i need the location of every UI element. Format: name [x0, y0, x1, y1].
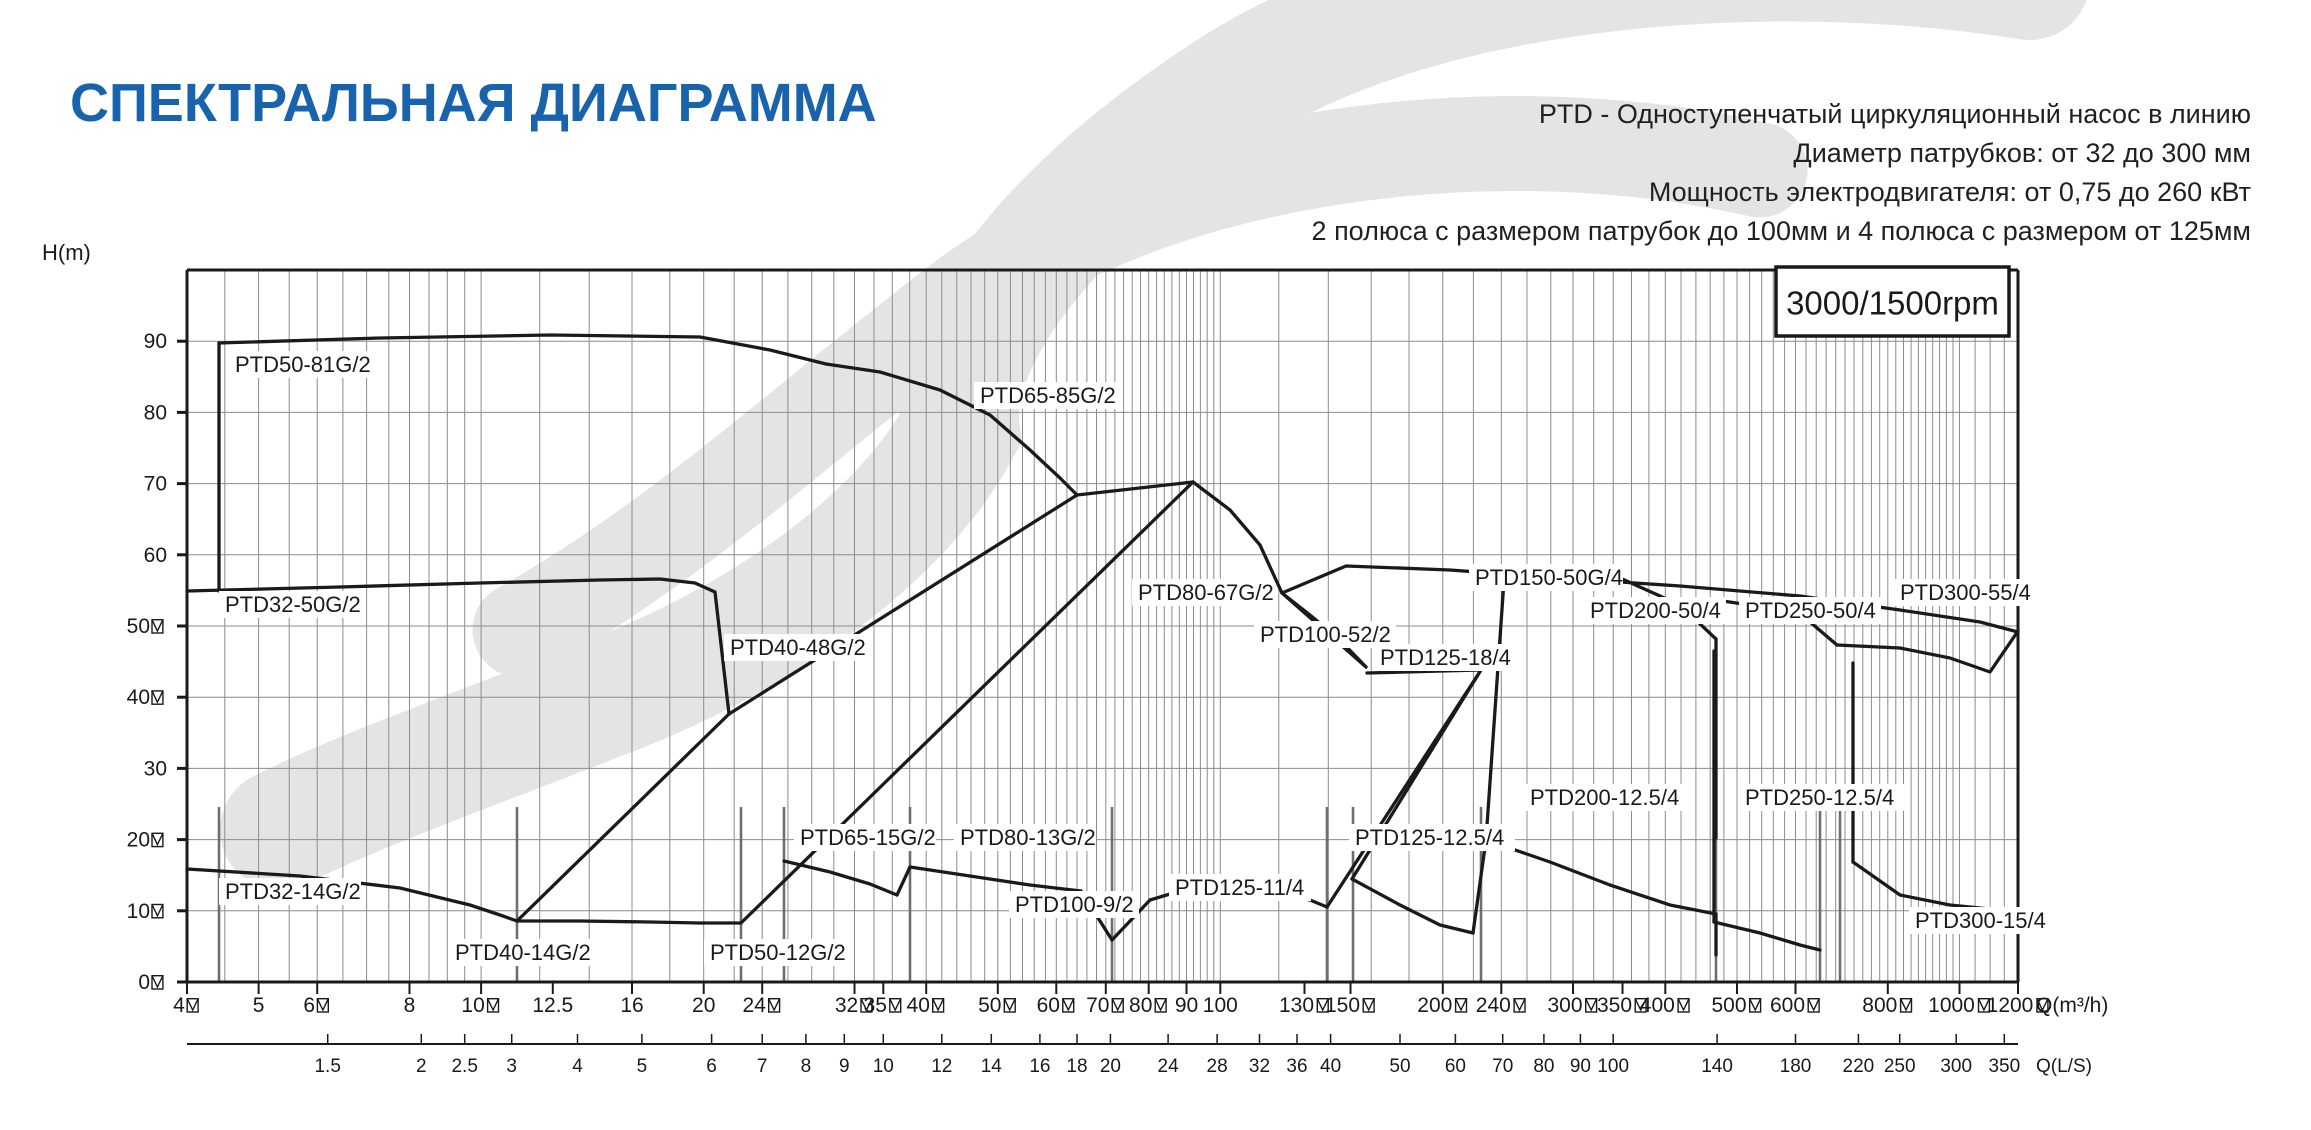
svg-text:30: 30: [144, 757, 167, 780]
svg-text:PTD125-12.5/4: PTD125-12.5/4: [1355, 825, 1504, 850]
svg-text:350: 350: [1988, 1056, 2020, 1077]
svg-text:H(m): H(m): [42, 240, 91, 265]
svg-text:240: 240: [1476, 994, 1511, 1017]
svg-text:4: 4: [173, 994, 185, 1017]
svg-text:20: 20: [1100, 1056, 1121, 1077]
svg-text:7: 7: [757, 1056, 768, 1077]
svg-text:PTD65-15G/2: PTD65-15G/2: [800, 825, 936, 850]
svg-text:10: 10: [461, 994, 484, 1017]
svg-text:40: 40: [127, 686, 150, 709]
svg-text:PTD80-67G/2: PTD80-67G/2: [1138, 580, 1274, 605]
svg-text:5: 5: [637, 1056, 648, 1077]
svg-text:80: 80: [1129, 994, 1152, 1017]
svg-text:10: 10: [127, 900, 150, 923]
svg-text:6: 6: [706, 1056, 717, 1077]
svg-text:70: 70: [1086, 994, 1109, 1017]
svg-text:600: 600: [1770, 994, 1805, 1017]
svg-text:40: 40: [1320, 1056, 1341, 1077]
svg-text:32: 32: [1249, 1056, 1270, 1077]
svg-text:PTD125-11/4: PTD125-11/4: [1175, 875, 1304, 900]
svg-text:60: 60: [144, 544, 167, 567]
svg-text:6: 6: [303, 994, 315, 1017]
svg-text:800: 800: [1862, 994, 1897, 1017]
svg-text:50: 50: [1389, 1056, 1410, 1077]
svg-text:2.5: 2.5: [451, 1056, 477, 1077]
svg-text:PTD300-15/4: PTD300-15/4: [1915, 908, 2046, 933]
svg-text:PTD50-81G/2: PTD50-81G/2: [235, 352, 371, 377]
svg-text:50: 50: [127, 615, 150, 638]
svg-text:PTD100-52/2: PTD100-52/2: [1260, 622, 1391, 647]
svg-text:35: 35: [864, 994, 887, 1017]
svg-text:10: 10: [873, 1056, 894, 1077]
svg-text:140: 140: [1701, 1056, 1733, 1077]
svg-text:300: 300: [1940, 1056, 1972, 1077]
svg-text:150: 150: [1325, 994, 1360, 1017]
svg-text:1000: 1000: [1928, 994, 1975, 1017]
svg-text:28: 28: [1207, 1056, 1228, 1077]
svg-text:PTD300-55/4: PTD300-55/4: [1900, 580, 2031, 605]
svg-text:8: 8: [801, 1056, 812, 1077]
svg-text:80: 80: [144, 401, 167, 424]
svg-text:70: 70: [1492, 1056, 1513, 1077]
svg-text:PTD65-85G/2: PTD65-85G/2: [980, 383, 1116, 408]
svg-text:20: 20: [127, 829, 150, 852]
svg-text:50: 50: [978, 994, 1001, 1017]
svg-text:220: 220: [1843, 1056, 1875, 1077]
svg-text:40: 40: [907, 994, 930, 1017]
svg-text:500: 500: [1711, 994, 1746, 1017]
svg-text:3000/1500rpm: 3000/1500rpm: [1786, 285, 1999, 322]
svg-text:90: 90: [1570, 1056, 1591, 1077]
svg-text:Q(L/S): Q(L/S): [2036, 1056, 2092, 1077]
svg-text:PTD200-12.5/4: PTD200-12.5/4: [1530, 785, 1679, 810]
svg-text:24: 24: [743, 994, 767, 1017]
svg-text:18: 18: [1066, 1056, 1087, 1077]
svg-text:5: 5: [253, 994, 265, 1017]
svg-text:2: 2: [416, 1056, 427, 1077]
svg-text:Q(m³/h): Q(m³/h): [2036, 994, 2108, 1017]
svg-text:4: 4: [572, 1056, 583, 1077]
svg-text:20: 20: [692, 994, 715, 1017]
svg-text:1200: 1200: [1987, 994, 2034, 1017]
svg-text:200: 200: [1417, 994, 1452, 1017]
svg-text:16: 16: [1029, 1056, 1050, 1077]
svg-text:24: 24: [1158, 1056, 1180, 1077]
svg-text:PTD32-50G/2: PTD32-50G/2: [225, 592, 361, 617]
svg-text:12: 12: [931, 1056, 952, 1077]
svg-text:80: 80: [1533, 1056, 1554, 1077]
svg-text:PTD200-50/4: PTD200-50/4: [1590, 598, 1721, 623]
svg-text:PTD150-50G/4: PTD150-50G/4: [1475, 565, 1623, 590]
svg-text:9: 9: [839, 1056, 850, 1077]
svg-text:180: 180: [1780, 1056, 1812, 1077]
svg-text:PTD40-14G/2: PTD40-14G/2: [455, 940, 591, 965]
svg-text:16: 16: [620, 994, 643, 1017]
svg-text:PTD250-50/4: PTD250-50/4: [1745, 598, 1876, 623]
svg-text:250: 250: [1884, 1056, 1916, 1077]
svg-text:90: 90: [1175, 994, 1198, 1017]
svg-text:60: 60: [1037, 994, 1060, 1017]
svg-text:400: 400: [1640, 994, 1675, 1017]
svg-text:32: 32: [835, 994, 858, 1017]
svg-text:130: 130: [1279, 994, 1314, 1017]
svg-text:14: 14: [981, 1056, 1003, 1077]
svg-text:100: 100: [1597, 1056, 1629, 1077]
svg-text:0: 0: [138, 971, 150, 994]
svg-text:60: 60: [1445, 1056, 1466, 1077]
svg-text:1.5: 1.5: [314, 1056, 340, 1077]
svg-text:PTD40-48G/2: PTD40-48G/2: [730, 635, 866, 660]
svg-text:PTD100-9/2: PTD100-9/2: [1015, 892, 1134, 917]
svg-text:90: 90: [144, 330, 167, 353]
svg-text:350: 350: [1597, 994, 1632, 1017]
svg-text:36: 36: [1286, 1056, 1307, 1077]
svg-text:PTD50-12G/2: PTD50-12G/2: [710, 940, 846, 965]
svg-text:3: 3: [506, 1056, 517, 1077]
svg-text:PTD125-18/4: PTD125-18/4: [1380, 645, 1511, 670]
svg-text:PTD80-13G/2: PTD80-13G/2: [960, 825, 1096, 850]
svg-text:100: 100: [1203, 994, 1238, 1017]
svg-text:300: 300: [1547, 994, 1582, 1017]
svg-text:PTD250-12.5/4: PTD250-12.5/4: [1745, 785, 1894, 810]
svg-text:8: 8: [404, 994, 416, 1017]
svg-text:12.5: 12.5: [532, 994, 573, 1017]
svg-text:70: 70: [144, 473, 167, 496]
svg-text:PTD32-14G/2: PTD32-14G/2: [225, 879, 361, 904]
